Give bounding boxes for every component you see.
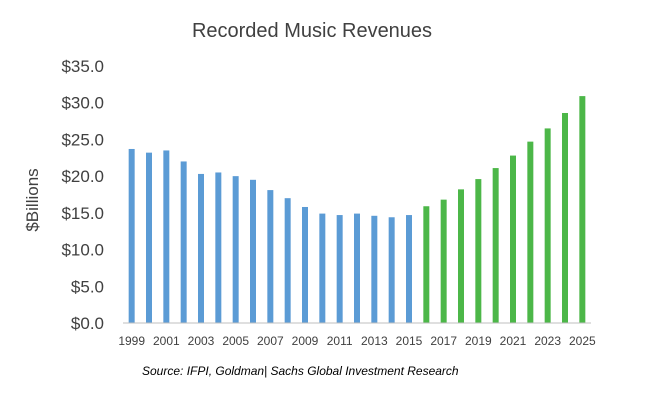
y-axis-ticks: $0.0 $5.0 $10.0 $15.0 $20.0 $25.0 $30.0 $35.0 <box>61 57 104 333</box>
bar-2006 <box>250 179 256 323</box>
bar-1999 <box>128 148 135 323</box>
x-tick-label: 2005 <box>222 334 249 348</box>
x-tick-label: 2009 <box>292 334 319 348</box>
bar-2009 <box>302 206 308 323</box>
x-tick-label: 2023 <box>534 334 561 348</box>
x-tick-label: 2003 <box>188 334 215 348</box>
bar-2016 <box>423 206 430 323</box>
bar-2018 <box>458 189 464 323</box>
bar-2002 <box>180 161 187 323</box>
y-tick-label: $20.0 <box>61 167 104 186</box>
y-axis-label: $Billions <box>23 168 42 231</box>
y-tick-label: $25.0 <box>61 130 104 149</box>
bar-2011 <box>336 215 343 323</box>
bar-2024 <box>562 112 568 323</box>
x-tick-label: 2019 <box>465 334 492 348</box>
y-tick-label: $5.0 <box>71 277 104 296</box>
bar-2008 <box>284 198 291 323</box>
x-tick-label: 2007 <box>257 334 284 348</box>
y-tick-label: $15.0 <box>61 204 104 223</box>
bar-2021 <box>510 155 516 323</box>
y-tick-label: $10.0 <box>61 241 104 260</box>
bar-2022 <box>527 141 534 323</box>
x-tick-label: 2025 <box>569 334 596 348</box>
bar-2007 <box>267 190 274 323</box>
bar-2005 <box>232 176 239 323</box>
bar-2017 <box>440 199 447 323</box>
x-tick-label: 2015 <box>396 334 423 348</box>
bar-2010 <box>319 213 326 323</box>
x-axis-ticks: 1999 2001 2003 2005 2007 2009 2011 2013 2015 2017… <box>118 334 596 348</box>
x-tick-label: 2017 <box>430 334 457 348</box>
x-tick-label: 2001 <box>153 334 180 348</box>
bar-2012 <box>354 213 360 323</box>
x-tick-label: 2011 <box>327 334 353 348</box>
bar-2004 <box>215 172 222 323</box>
bar-2020 <box>492 168 499 323</box>
x-tick-label: 2021 <box>500 334 527 348</box>
y-tick-label: $0.0 <box>71 314 104 333</box>
source-note: Source: IFPI, Goldman| Sachs Global Inve… <box>142 364 459 378</box>
y-tick-label: $35.0 <box>61 57 104 76</box>
bar-2001 <box>163 150 170 323</box>
y-tick-label: $30.0 <box>61 94 104 113</box>
bar-2015 <box>406 215 412 323</box>
bar-2023 <box>544 128 551 323</box>
bar-2013 <box>371 215 378 323</box>
bar-2025 <box>579 96 586 323</box>
chart-title: Recorded Music Revenues <box>192 20 432 42</box>
x-tick-label: 2013 <box>361 334 388 348</box>
bar-2000 <box>146 152 152 323</box>
bars <box>128 96 586 323</box>
bar-2019 <box>475 179 482 323</box>
bar-2003 <box>198 173 204 323</box>
bar-2014 <box>388 217 395 323</box>
x-tick-label: 1999 <box>118 334 145 348</box>
